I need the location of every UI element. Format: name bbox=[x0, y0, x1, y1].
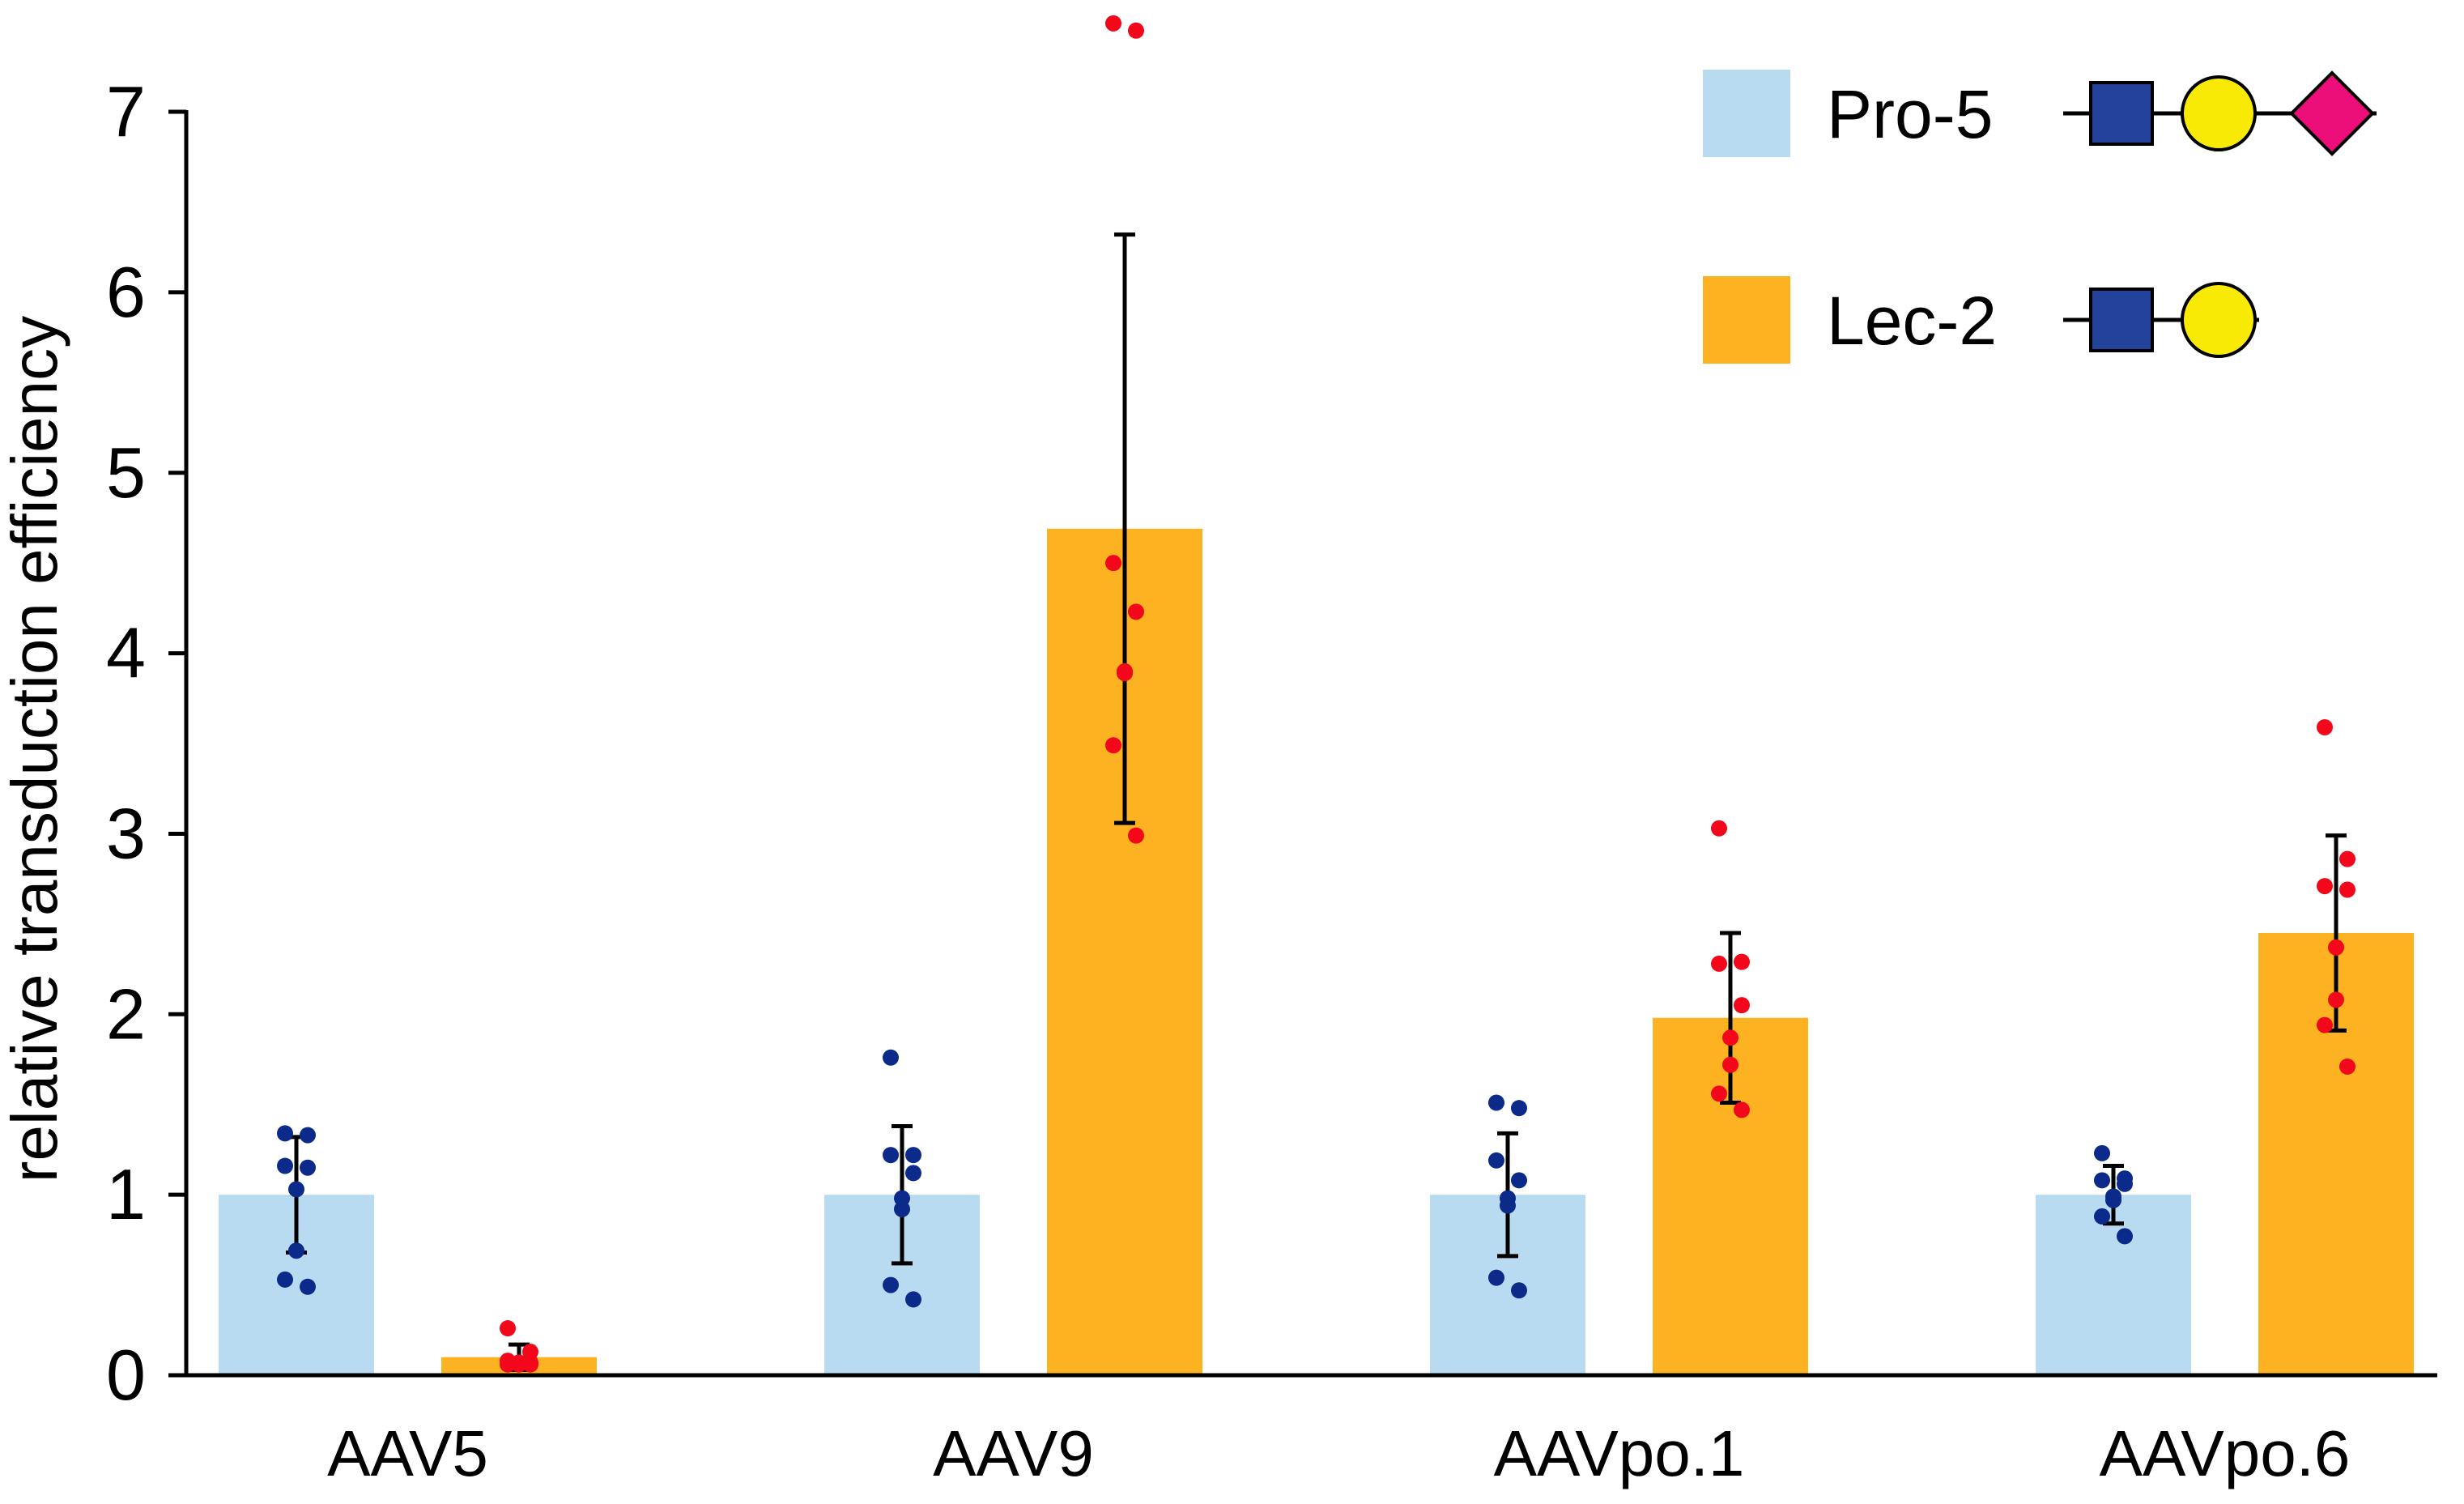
points-layer bbox=[277, 15, 2355, 1373]
data-point bbox=[1105, 555, 1121, 572]
x-tick-label-aav9: AAV9 bbox=[933, 1417, 1094, 1489]
legend-label-pro-5: Pro-5 bbox=[1827, 76, 1993, 152]
data-point bbox=[2117, 1175, 2133, 1192]
data-point bbox=[288, 1242, 304, 1259]
data-point bbox=[883, 1276, 899, 1293]
x-tick-label-aav5: AAV5 bbox=[327, 1417, 488, 1489]
y-tick-label: 4 bbox=[106, 613, 146, 693]
data-point bbox=[1711, 955, 1727, 972]
data-point bbox=[1734, 953, 1750, 970]
bars-layer bbox=[219, 528, 2414, 1375]
data-point bbox=[500, 1356, 516, 1373]
y-tick-label: 5 bbox=[106, 432, 146, 513]
legend: Pro-5 Lec-2 bbox=[1703, 70, 2377, 364]
glycan-square-icon bbox=[2089, 81, 2154, 146]
data-point bbox=[300, 1159, 316, 1176]
data-point bbox=[1105, 737, 1121, 754]
data-point bbox=[1488, 1269, 1504, 1286]
data-point bbox=[905, 1165, 921, 1182]
data-point bbox=[2317, 878, 2333, 895]
y-tick-label: 6 bbox=[106, 252, 146, 332]
glycan-square-icon bbox=[2089, 288, 2154, 352]
data-point bbox=[1711, 1085, 1727, 1102]
data-point bbox=[894, 1200, 910, 1217]
data-point bbox=[511, 1356, 527, 1373]
data-point bbox=[2317, 1016, 2333, 1033]
data-point bbox=[2094, 1208, 2110, 1225]
data-point bbox=[1488, 1094, 1504, 1111]
data-point bbox=[1511, 1172, 1527, 1189]
data-point bbox=[1722, 1056, 1738, 1073]
data-point bbox=[1128, 603, 1144, 620]
x-tick-label-aavpo6: AAVpo.6 bbox=[2100, 1417, 2351, 1489]
data-point bbox=[522, 1356, 538, 1373]
data-point bbox=[2328, 939, 2344, 956]
y-tick-label: 0 bbox=[106, 1335, 146, 1415]
axes-layer: AAV5 AAV9 AAVpo.1 AAVpo.6 0 1 2 3 4 5 6 7 bbox=[106, 71, 2437, 1489]
data-point bbox=[288, 1181, 304, 1198]
glycan-diamond-icon bbox=[2289, 70, 2375, 156]
data-point bbox=[905, 1147, 921, 1164]
legend-swatch-lec-2 bbox=[1703, 276, 1790, 364]
data-point bbox=[2317, 718, 2333, 735]
data-point bbox=[500, 1320, 516, 1337]
data-point bbox=[905, 1291, 921, 1308]
data-point bbox=[1105, 15, 1121, 32]
data-point bbox=[1500, 1197, 1516, 1214]
data-point bbox=[2105, 1191, 2121, 1208]
data-point bbox=[2339, 1058, 2355, 1075]
y-tick-label: 7 bbox=[106, 71, 146, 151]
data-point bbox=[300, 1278, 316, 1295]
data-point bbox=[1711, 820, 1727, 837]
data-point bbox=[883, 1147, 899, 1164]
y-axis-title: relative transduction efficiency bbox=[0, 316, 70, 1182]
data-point bbox=[1488, 1152, 1504, 1169]
x-tick-label-aavpo1: AAVpo.1 bbox=[1494, 1417, 1745, 1489]
legend-label-lec-2: Lec-2 bbox=[1827, 283, 1997, 359]
data-point bbox=[1128, 22, 1144, 39]
data-point bbox=[2328, 991, 2344, 1008]
data-point bbox=[1117, 665, 1133, 682]
data-point bbox=[1734, 997, 1750, 1014]
data-point bbox=[2339, 850, 2355, 867]
data-point bbox=[1511, 1282, 1527, 1299]
data-point bbox=[1734, 1101, 1750, 1118]
data-point bbox=[2117, 1228, 2133, 1245]
legend-swatch-pro-5 bbox=[1703, 70, 1790, 157]
glycan-circle-icon bbox=[2181, 75, 2257, 151]
data-point bbox=[2094, 1144, 2110, 1161]
data-point bbox=[1511, 1100, 1527, 1117]
data-point bbox=[1128, 827, 1144, 844]
y-tick-label: 2 bbox=[106, 974, 146, 1054]
data-point bbox=[2094, 1172, 2110, 1189]
data-point bbox=[1722, 1029, 1738, 1046]
data-point bbox=[300, 1127, 316, 1144]
y-tick-label: 1 bbox=[106, 1154, 146, 1234]
data-point bbox=[277, 1271, 293, 1288]
data-point bbox=[2339, 881, 2355, 898]
data-point bbox=[277, 1157, 293, 1174]
glycan-circle-icon bbox=[2181, 282, 2257, 358]
y-tick-label: 3 bbox=[106, 793, 146, 873]
data-point bbox=[277, 1125, 293, 1142]
data-point bbox=[883, 1049, 899, 1066]
